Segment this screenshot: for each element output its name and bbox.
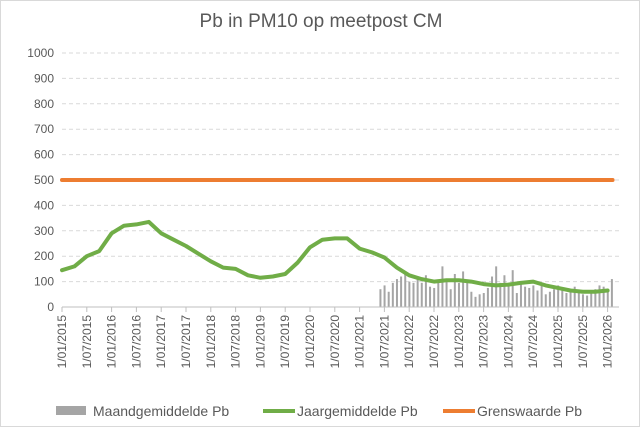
bar-monthly [536,290,539,307]
y-tick-label: 1000 [27,46,54,60]
x-tick-label: 1/01/2015 [55,315,69,369]
bar-monthly [429,286,432,307]
bar-monthly [441,266,444,307]
bar-monthly [499,282,502,307]
bar-monthly [586,295,589,307]
bar-monthly [437,281,440,307]
bar-monthly [491,276,494,307]
bar-monthly [387,291,390,307]
legend-label-annual: Jaargemiddelde Pb [297,403,418,419]
x-tick-label: 1/01/2019 [253,315,267,369]
bar-monthly [404,272,407,307]
bar-monthly [486,287,489,307]
bar-monthly [544,294,547,307]
bar-monthly [474,296,477,307]
y-tick-label: 800 [34,97,54,111]
bar-monthly [379,289,382,307]
bar-monthly [457,282,460,307]
bar-monthly [528,287,531,307]
bar-monthly [420,282,423,307]
x-tick-label: 1/07/2020 [328,315,342,369]
bar-monthly [540,282,543,307]
y-tick-label: 900 [34,71,54,85]
x-tick-label: 1/07/2025 [576,315,590,369]
x-tick-label: 1/07/2017 [179,315,193,369]
x-tick-label: 1/01/2020 [303,315,317,369]
y-tick-label: 500 [34,173,54,187]
bar-monthly [553,289,556,307]
bar-monthly [383,285,386,307]
bar-monthly [557,285,560,307]
bar-monthly [602,286,605,307]
bar-monthly [610,279,613,307]
bar-monthly [391,282,394,307]
x-tick-label: 1/07/2021 [377,315,391,369]
bar-monthly [524,286,527,307]
bar-monthly [445,279,448,307]
bar-monthly [598,285,601,307]
y-tick-label: 400 [34,198,54,212]
legend-label-limit: Grenswaarde Pb [477,403,582,419]
x-tick-label: 1/07/2018 [229,315,243,369]
bar-monthly [470,291,473,307]
bar-monthly [511,270,514,307]
bar-monthly [507,284,510,307]
x-tick-label: 1/07/2022 [427,315,441,369]
legend-swatch-monthly [56,406,86,415]
bar-monthly [519,281,522,307]
chart-title: Pb in PM10 op meetpost CM [200,11,443,32]
x-tick-label: 1/01/2025 [551,315,565,369]
bar-monthly [532,285,535,307]
bar-monthly [416,279,419,307]
bar-monthly [400,276,403,307]
bar-monthly [466,282,469,307]
legend: Maandgemiddelde Pb Jaargemiddelde Pb Gre… [56,403,582,419]
bar-monthly [565,293,568,307]
bar-monthly [573,286,576,307]
bar-monthly [482,293,485,307]
bar-monthly [515,293,518,307]
bar-monthly [594,289,597,307]
x-tick-label: 1/07/2024 [526,315,540,369]
x-tick-label: 1/01/2018 [204,315,218,369]
x-tick-label: 1/07/2019 [278,315,292,369]
x-tick-label: 1/07/2023 [477,315,491,369]
bar-monthly [449,289,452,307]
bar-monthly [395,279,398,307]
y-tick-label: 200 [34,249,54,263]
x-tick-label: 1/01/2024 [501,315,515,369]
bar-monthly [581,294,584,307]
line-annual-average [60,219,610,294]
legend-label-monthly: Maandgemiddelde Pb [93,403,229,419]
y-tick-label: 100 [34,275,54,289]
bar-monthly [606,291,609,307]
bar-monthly [548,291,551,307]
bar-monthly [590,293,593,307]
bar-monthly [503,275,506,307]
bar-monthly [478,294,481,307]
x-tick-label: 1/01/2022 [402,315,416,369]
bar-monthly [569,290,572,307]
bar-monthly [412,282,415,307]
y-tick-label: 600 [34,148,54,162]
y-tick-label: 0 [47,300,54,314]
bar-monthly [424,275,427,307]
x-tick-label: 1/01/2021 [353,315,367,369]
bar-monthly [433,287,436,307]
x-tick-label: 1/01/2016 [105,315,119,369]
y-tick-label: 700 [34,122,54,136]
x-tick-label: 1/01/2026 [601,315,615,369]
bar-monthly [408,281,411,307]
bar-monthly [453,273,456,307]
x-tick-label: 1/07/2016 [129,315,143,369]
bar-monthly [462,271,465,307]
y-tick-label: 300 [34,224,54,238]
x-tick-label: 1/01/2023 [452,315,466,369]
bar-monthly [561,289,564,307]
x-tick-label: 1/07/2015 [80,315,94,369]
bar-monthly [577,291,580,307]
x-tick-label: 1/01/2017 [154,315,168,369]
